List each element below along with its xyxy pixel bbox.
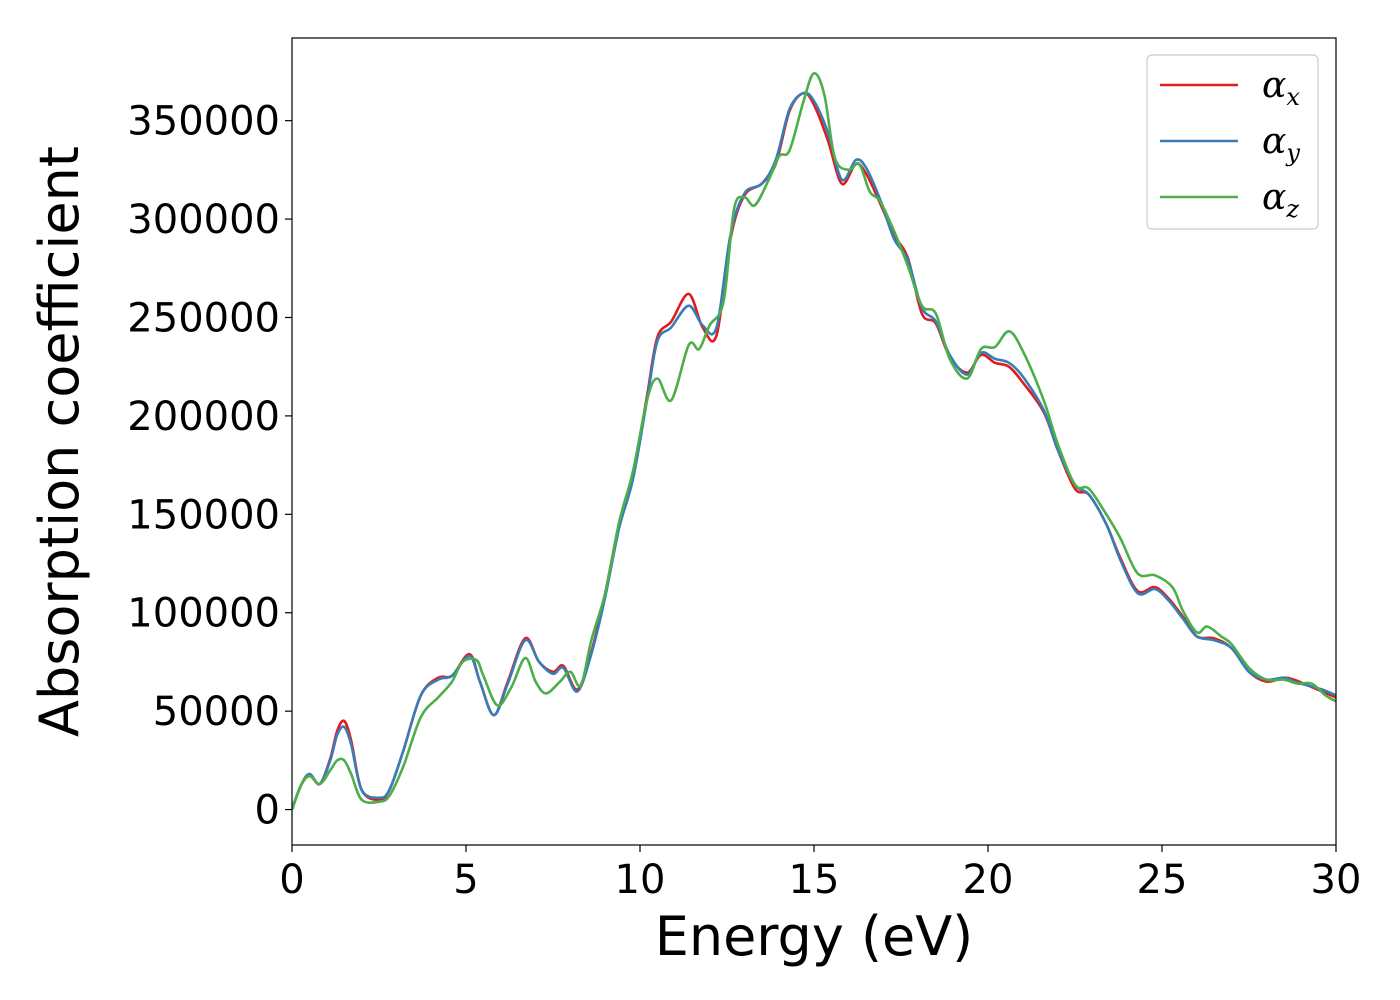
- y-tick-label: 350000: [127, 99, 280, 145]
- series-line-z: [292, 72, 1336, 811]
- x-tick-label: 25: [1137, 857, 1188, 903]
- legend-label-x: αx: [1262, 65, 1300, 111]
- legend-label-z: αz: [1262, 177, 1299, 223]
- y-tick-label: 150000: [127, 492, 280, 538]
- y-tick-label: 250000: [127, 295, 280, 341]
- x-tick-label: 5: [453, 857, 478, 903]
- legend-label-y: αy: [1262, 121, 1300, 167]
- series-line-y: [292, 91, 1336, 811]
- y-tick-label: 0: [255, 788, 280, 834]
- y-tick-label: 200000: [127, 394, 280, 440]
- y-axis-title: Absorption coefficient: [28, 146, 91, 737]
- x-tick-label: 15: [789, 857, 840, 903]
- x-tick-label: 30: [1311, 857, 1362, 903]
- y-tick-label: 50000: [153, 689, 280, 735]
- x-tick-label: 10: [615, 857, 666, 903]
- y-tick-label: 100000: [127, 591, 280, 637]
- x-tick-label: 20: [963, 857, 1014, 903]
- axes-layer: 0 5 10 15 20 25 30 0 50000 100000 150000 200000 2500…: [127, 37, 1362, 903]
- x-axis-title: Energy (eV): [655, 905, 974, 968]
- x-tick-label: 0: [279, 857, 304, 903]
- y-tick-label: 300000: [127, 197, 280, 243]
- series-layer: [292, 72, 1336, 811]
- legend: αx αy αz: [1146, 54, 1319, 230]
